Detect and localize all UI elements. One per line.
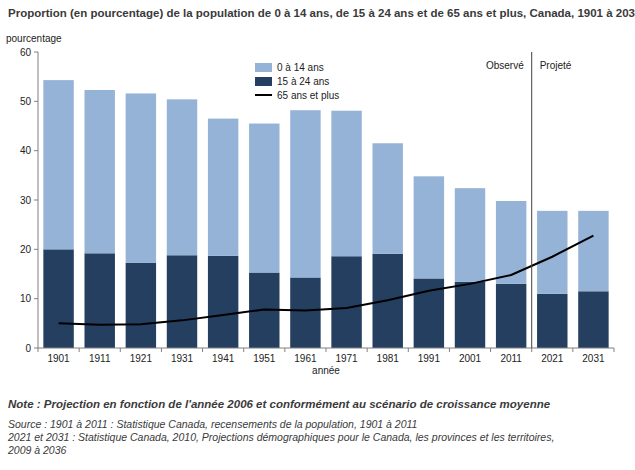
- divider: [531, 52, 532, 348]
- chart: Proportion (en pourcentage) de la popula…: [0, 0, 635, 470]
- x-tick-label: 2031: [582, 353, 605, 364]
- x-tick: [284, 348, 285, 352]
- bar: [84, 253, 114, 348]
- x-tick: [79, 348, 80, 352]
- bar: [496, 284, 526, 348]
- x-tick: [120, 348, 121, 352]
- x-tick-label: 1961: [294, 353, 317, 364]
- note: Note : Projection en fonction de l'année…: [8, 398, 551, 410]
- source: Source : 1901 à 2011 : Statistique Canad…: [8, 418, 417, 430]
- y-tick: [34, 52, 38, 53]
- bar: [537, 294, 567, 348]
- x-tick-label: 1931: [171, 353, 194, 364]
- x-tick-label: 1971: [335, 353, 358, 364]
- x-tick: [531, 348, 532, 352]
- source: 2009 à 2036: [7, 444, 67, 456]
- bar: [331, 256, 361, 348]
- y-tick: [34, 298, 38, 299]
- x-tick-label: 1911: [89, 353, 111, 364]
- line: [59, 236, 594, 325]
- bar: [372, 143, 402, 254]
- x-tick: [614, 348, 615, 352]
- bar: [496, 201, 526, 284]
- plot-area: [43, 80, 608, 348]
- legend-swatch: [255, 63, 272, 72]
- bar: [290, 277, 320, 348]
- y-tick: [34, 200, 38, 201]
- bar: [249, 124, 279, 273]
- bar: [167, 99, 197, 255]
- bar: [84, 90, 114, 253]
- y-tick-label: 10: [20, 293, 32, 304]
- x-tick-label: 1921: [130, 353, 153, 364]
- x-tick: [449, 348, 450, 352]
- bar: [208, 119, 238, 256]
- y-tick-label: 40: [20, 145, 32, 156]
- x-tick-label: 1951: [253, 353, 276, 364]
- bar: [290, 110, 320, 277]
- bar: [578, 211, 608, 291]
- bar: [578, 291, 608, 348]
- x-tick-label: 2001: [459, 353, 482, 364]
- source: 2021 et 2031 : Statistique Canada, 2010,…: [7, 431, 554, 443]
- x-axis-label: année: [312, 365, 340, 376]
- y-tick: [34, 348, 38, 349]
- y-tick: [34, 249, 38, 250]
- y-axis: [38, 52, 39, 348]
- x-tick: [202, 348, 203, 352]
- bar: [455, 282, 485, 348]
- legend-label: 0 à 14 ans: [277, 62, 324, 73]
- x-tick-label: 2021: [541, 353, 564, 364]
- legend-swatch: [255, 77, 272, 86]
- bar: [331, 111, 361, 257]
- legend-swatch: [255, 94, 272, 96]
- x-tick-label: 1901: [47, 353, 70, 364]
- bar: [414, 176, 444, 278]
- legend-label: 15 à 24 ans: [277, 76, 329, 87]
- bar: [126, 93, 156, 262]
- x-tick: [243, 348, 244, 352]
- bar: [126, 263, 156, 348]
- annotation: Observé: [486, 60, 524, 71]
- y-axis-label: pourcentage: [6, 33, 62, 44]
- bar: [208, 256, 238, 348]
- y-tick-label: 30: [20, 195, 32, 206]
- annotation: Projeté: [540, 60, 572, 71]
- x-tick-label: 1981: [377, 353, 400, 364]
- y-tick-label: 50: [20, 96, 32, 107]
- bar: [43, 80, 73, 249]
- x-tick-label: 2011: [500, 353, 522, 364]
- x-tick-label: 1941: [212, 353, 235, 364]
- bar: [167, 255, 197, 348]
- x-tick: [326, 348, 327, 352]
- background: [0, 0, 635, 470]
- y-tick-label: 0: [25, 343, 31, 354]
- y-tick-label: 60: [20, 47, 32, 58]
- legend-label: 65 ans et plus: [277, 90, 339, 101]
- x-tick: [490, 348, 491, 352]
- y-tick: [34, 150, 38, 151]
- y-tick: [34, 101, 38, 102]
- bar: [455, 188, 485, 282]
- y-tick-label: 20: [20, 244, 32, 255]
- x-tick: [367, 348, 368, 352]
- x-tick: [572, 348, 573, 352]
- bar: [43, 249, 73, 348]
- x-tick-label: 1991: [418, 353, 441, 364]
- title: Proportion (en pourcentage) de la popula…: [8, 7, 635, 19]
- x-tick: [161, 348, 162, 352]
- x-tick: [408, 348, 409, 352]
- x-tick: [38, 348, 39, 352]
